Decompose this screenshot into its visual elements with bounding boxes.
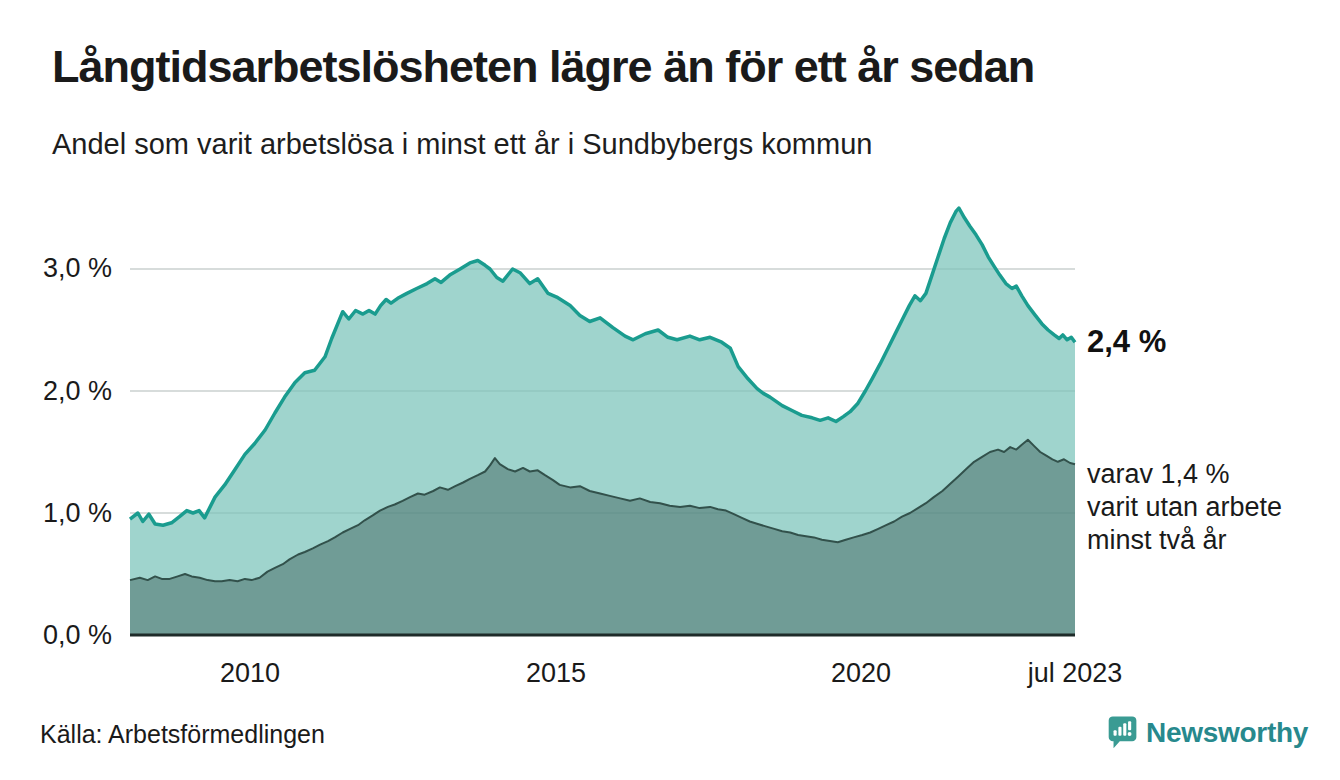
source-note: Källa: Arbetsförmedlingen (40, 719, 325, 749)
brand-name: Newsworthy (1146, 717, 1308, 749)
chart-page: Långtidsarbetslösheten lägre än för ett … (0, 0, 1340, 780)
bar-chart-speech-bubble-icon (1108, 708, 1137, 758)
y-tick-1: 1,0 % (8, 499, 112, 527)
latest-value-label: 2,4 % (1087, 324, 1166, 360)
y-tick-3: 3,0 % (8, 254, 112, 282)
secondary-line-3: minst två år (1087, 524, 1282, 557)
y-tick-0: 0,0 % (8, 621, 112, 649)
area-chart (0, 0, 1340, 780)
y-tick-2: 2,0 % (8, 377, 112, 405)
x-tick-2020: 2020 (831, 659, 891, 687)
secondary-line-1: varav 1,4 % (1087, 458, 1282, 491)
x-tick-2010: 2010 (220, 659, 280, 687)
secondary-value-label: varav 1,4 % varit utan arbete minst två … (1087, 458, 1282, 557)
secondary-line-2: varit utan arbete (1087, 491, 1282, 524)
x-tick-jul-2023: jul 2023 (1028, 659, 1123, 687)
newsworthy-logo: Newsworthy (1108, 706, 1308, 760)
x-tick-2015: 2015 (526, 659, 586, 687)
